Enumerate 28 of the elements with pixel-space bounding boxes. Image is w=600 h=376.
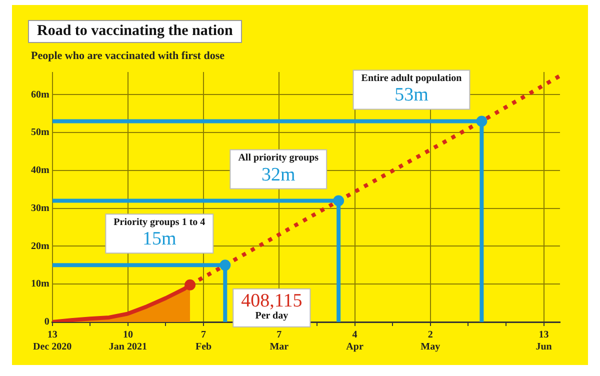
annotation: Entire adult population: [361, 72, 462, 84]
y-tick-label: 60m: [30, 89, 50, 100]
x-tick-label: 13 Dec 2020: [33, 330, 72, 353]
annotation: All priority groups: [238, 152, 319, 164]
y-tick-label: 0: [44, 316, 50, 328]
y-tick-label: 10m: [30, 278, 50, 290]
point: [184, 279, 196, 290]
annotation: Priority groups 1 to 4: [114, 216, 206, 228]
y-tick-label: 50m: [30, 127, 50, 138]
point: [220, 260, 231, 271]
x-tick-label: 10 Jan 2021: [108, 330, 147, 353]
annotation: 32m: [261, 164, 296, 186]
y-tick-label: 20m: [30, 240, 50, 252]
point: [333, 195, 344, 206]
x-tick-label: 7 Feb: [195, 330, 212, 353]
annotation: 408,115: [241, 290, 302, 312]
annotation: 15m: [142, 228, 177, 250]
x-tick-label: 13 Jun: [536, 330, 552, 353]
chart-title: Road to vaccinating the nation: [28, 20, 242, 43]
x-tick-label: 2 May: [420, 330, 440, 353]
chart-subtitle: People who are vaccinated with first dose: [31, 50, 224, 62]
annotation: 53m: [394, 84, 429, 106]
x-tick-label: 4 Apr: [346, 330, 364, 353]
y-tick-label: 30m: [30, 202, 50, 214]
x-tick-label: 7 Mar: [270, 330, 290, 353]
point: [476, 116, 488, 127]
annotation: Per day: [255, 310, 288, 322]
y-tick-label: 40m: [30, 165, 50, 176]
